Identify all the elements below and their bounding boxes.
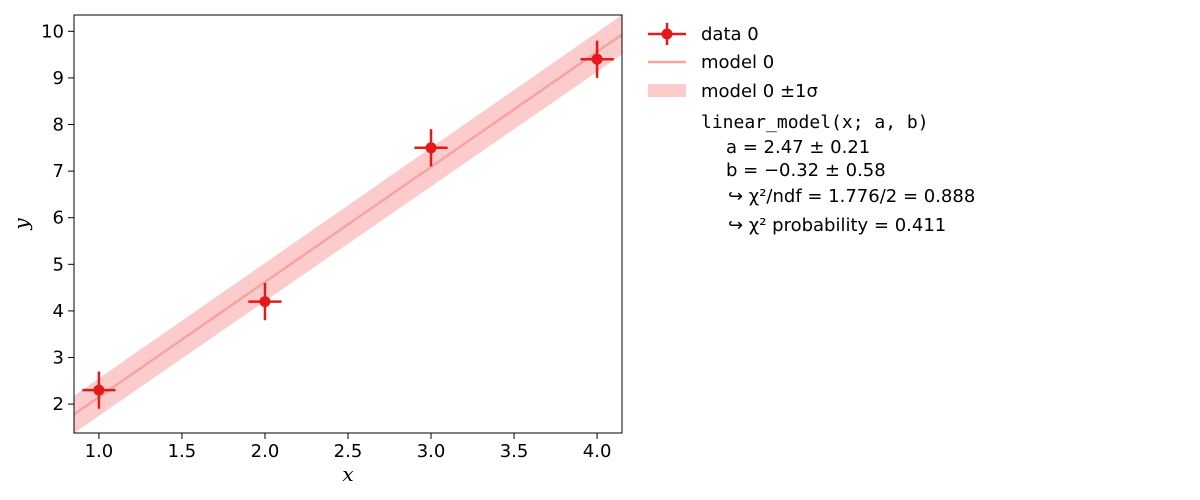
data-point (248, 282, 282, 321)
legend-marker-model-band (648, 84, 686, 97)
data-point-marker (259, 296, 271, 308)
data-point (82, 371, 116, 409)
x-tick-label: 3.0 (417, 441, 446, 462)
y-tick-label: 2 (53, 394, 64, 415)
legend-label-model-0: model 0 (701, 52, 774, 73)
x-tick-label: 2.0 (251, 441, 280, 462)
fit-chi2-ndf: ↪ χ²/ndf = 1.776/2 = 0.888 (728, 186, 975, 207)
fit-param-a: a = 2.47 ± 0.21 (726, 137, 870, 158)
fit-param-b: b = −0.32 ± 0.58 (726, 160, 886, 181)
legend-label-data-0: data 0 (701, 24, 759, 45)
legend-marker-data-0 (648, 23, 686, 45)
data-point (414, 129, 448, 167)
x-tick-label: 1.0 (85, 441, 114, 462)
y-tick-label: 9 (53, 68, 64, 89)
y-tick-label: 6 (53, 208, 64, 229)
x-tick-label: 3.5 (500, 441, 529, 462)
x-tick-label: 2.5 (334, 441, 363, 462)
fit-chi2-probability: ↪ χ² probability = 0.411 (728, 215, 946, 236)
y-axis-label: y (9, 218, 33, 231)
data-point-marker (425, 142, 437, 154)
x-tick-label: 1.5 (168, 441, 197, 462)
data-point-marker (591, 53, 603, 65)
data-point-marker (93, 384, 105, 396)
model-0-line (74, 33, 622, 416)
legend-label-model-band: model 0 ±1σ (701, 81, 818, 102)
y-tick-label: 8 (53, 115, 64, 136)
y-tick-label: 5 (53, 254, 64, 275)
fit-function: linear_model(x; a, b) (701, 112, 929, 133)
x-axis-label: x (342, 462, 353, 486)
y-tick-label: 7 (53, 161, 64, 182)
y-tick-label: 4 (53, 301, 64, 322)
y-tick-label: 10 (41, 21, 64, 42)
data-point (580, 40, 614, 78)
x-tick-label: 4.0 (583, 441, 612, 462)
y-tick-label: 3 (53, 348, 64, 369)
y-axis: 2 3 4 5 6 7 8 9 10 (41, 21, 74, 415)
legend: data 0 model 0 model 0 ±1σ linear_model(… (648, 23, 975, 236)
plot-area (73, 14, 623, 434)
x-axis: 1.0 1.5 2.0 2.5 3.0 3.5 4.0 (85, 433, 612, 462)
